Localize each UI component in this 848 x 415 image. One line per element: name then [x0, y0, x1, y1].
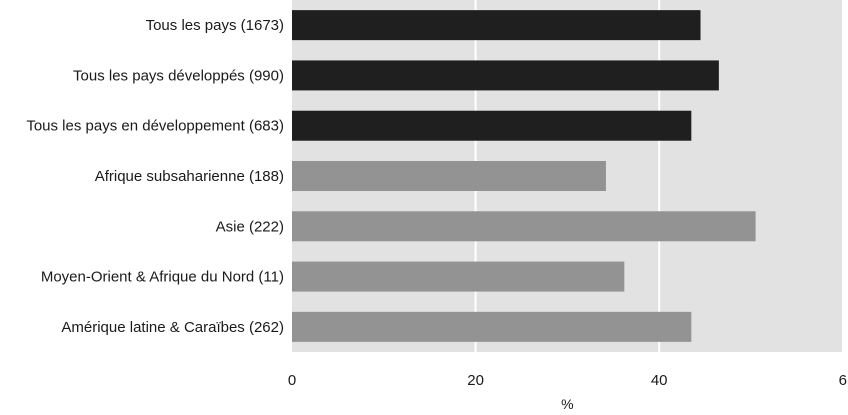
bar-2	[292, 60, 719, 91]
category-label-5: Asie (222)	[216, 218, 284, 235]
x-tick-label-40: 40	[651, 372, 668, 389]
bar-1	[292, 10, 701, 41]
bar-3	[292, 110, 692, 141]
category-label-2: Tous les pays développés (990)	[73, 67, 284, 84]
bar-7	[292, 311, 692, 342]
x-tick-label-20: 20	[467, 372, 484, 389]
category-labels: Tous les pays (1673) Tous les pays dévelo…	[26, 17, 284, 336]
bar-4	[292, 161, 606, 191]
category-label-7: Amérique latine & Caraïbes (262)	[61, 319, 284, 336]
category-label-6: Moyen-Orient & Afrique du Nord (11)	[41, 269, 284, 286]
bar-5	[292, 211, 756, 242]
x-tick-labels: 0 20 40 6	[288, 372, 847, 389]
bar-6	[292, 261, 625, 292]
category-label-4: Afrique subsaharienne (188)	[95, 168, 284, 185]
category-label-1: Tous les pays (1673)	[146, 17, 284, 34]
bars	[292, 10, 756, 342]
category-label-3: Tous les pays en développement (683)	[26, 118, 284, 135]
x-tick-label-0: 0	[288, 372, 296, 389]
x-tick-label-60: 6	[839, 372, 847, 389]
x-axis-label: %	[561, 396, 573, 412]
